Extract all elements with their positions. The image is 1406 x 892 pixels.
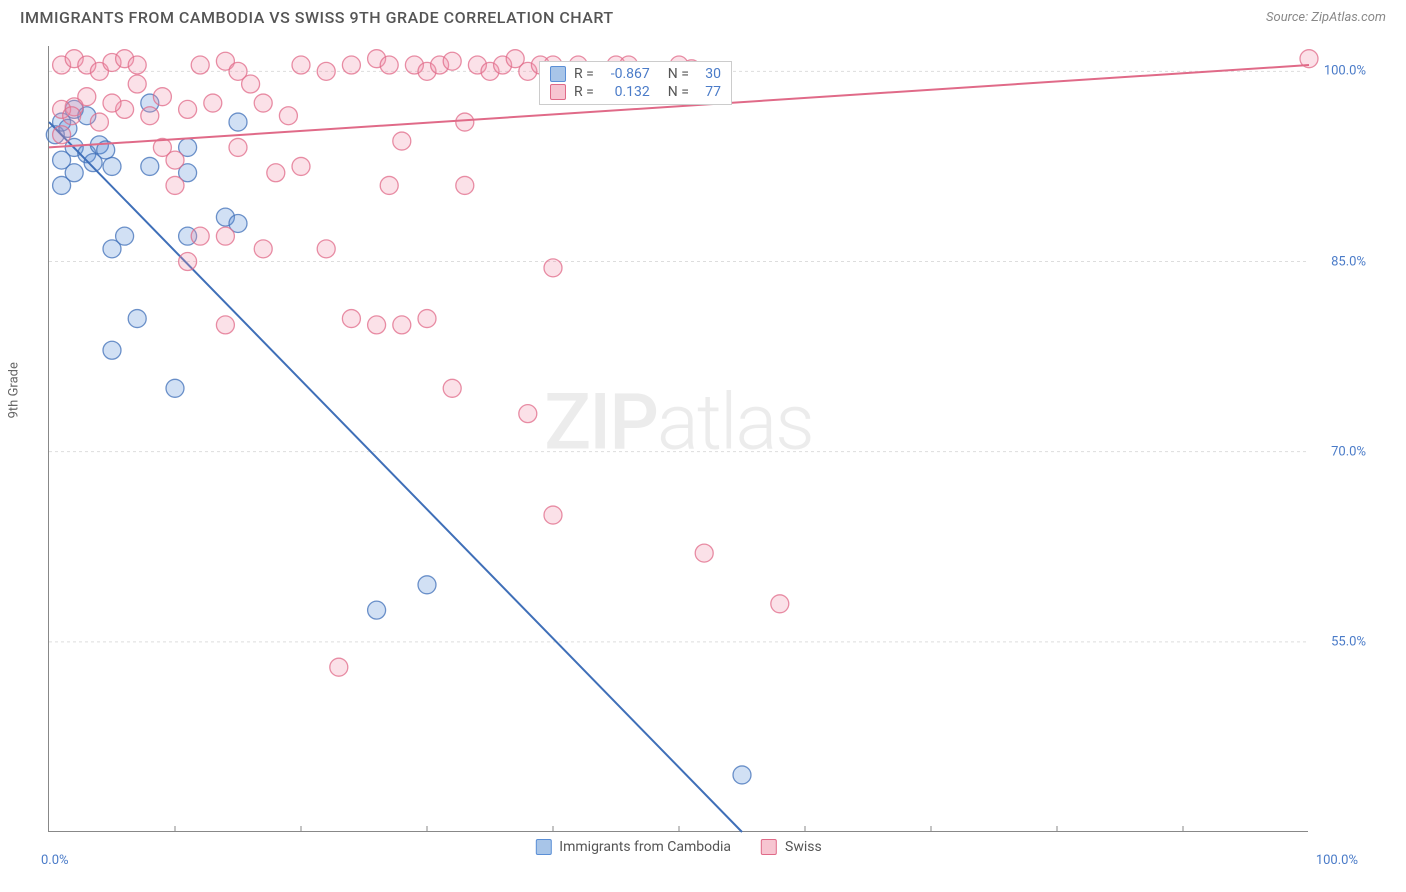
series-swatch	[550, 66, 566, 82]
chart-container: 9th Grade ZIPatlas R =-0.867N =30R =0.13…	[48, 46, 1366, 832]
chart-title: IMMIGRANTS FROM CAMBODIA VS SWISS 9TH GR…	[20, 8, 614, 27]
legend-item: Swiss	[761, 839, 822, 855]
chart-legend: Immigrants from Cambodia Swiss	[535, 839, 821, 855]
r-value: 0.132	[602, 84, 650, 100]
y-tick-label: 100.0%	[1324, 64, 1366, 79]
correlation-row: R = 0.132 N = 77	[550, 84, 721, 100]
correlation-stats-box: R = -0.867 N = 30 R = 0.132 N = 77	[539, 61, 732, 105]
scatter-svg	[49, 46, 1309, 832]
plot-area: ZIPatlas R =-0.867N =30R =0.132N =77 55.…	[48, 46, 1308, 832]
y-tick-label: 85.0%	[1331, 254, 1366, 269]
x-tick-max: 100.0%	[1316, 853, 1358, 868]
r-value: -0.867	[602, 66, 650, 82]
n-value: 30	[697, 66, 721, 82]
legend-swatch	[761, 839, 777, 855]
n-value: 77	[697, 84, 721, 100]
n-label: N =	[668, 66, 689, 82]
source-attribution: Source: ZipAtlas.com	[1266, 10, 1386, 25]
legend-swatch	[535, 839, 551, 855]
y-tick-label: 55.0%	[1331, 634, 1366, 649]
n-label: N =	[668, 84, 689, 100]
legend-label: Swiss	[785, 839, 822, 855]
x-tick-min: 0.0%	[41, 853, 69, 868]
y-axis-label: 9th Grade	[7, 362, 22, 418]
y-tick-label: 70.0%	[1331, 444, 1366, 459]
legend-label: Immigrants from Cambodia	[559, 839, 731, 855]
r-label: R =	[574, 84, 594, 100]
series-swatch	[550, 84, 566, 100]
r-label: R =	[574, 66, 594, 82]
legend-item: Immigrants from Cambodia	[535, 839, 731, 855]
correlation-row: R = -0.867 N = 30	[550, 66, 721, 82]
